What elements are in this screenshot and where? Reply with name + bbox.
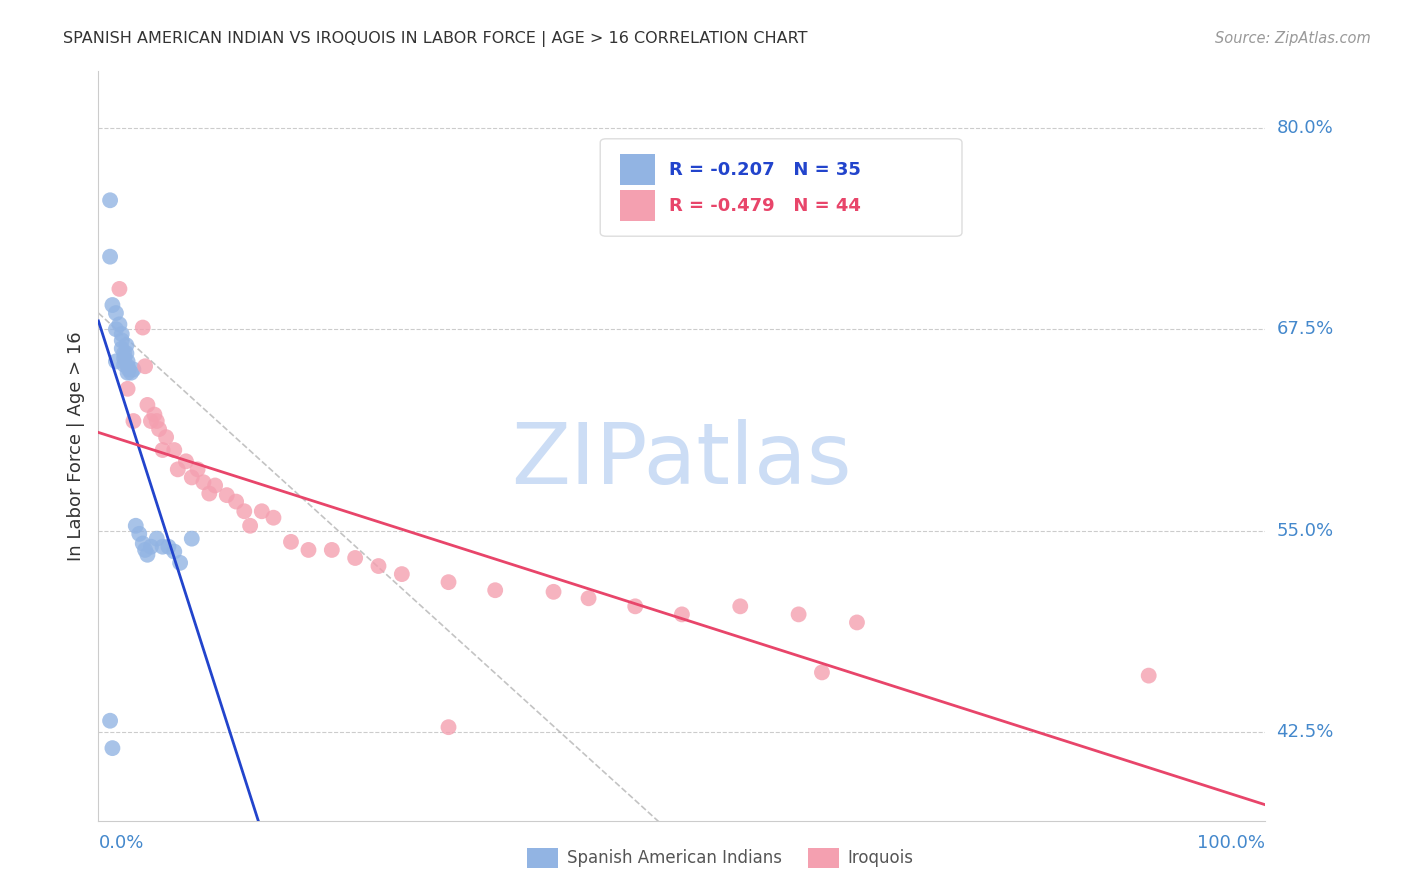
Point [132,320,155,334]
Text: Source: ZipAtlas.com: Source: ZipAtlas.com [1215,31,1371,46]
Point [134,359,156,374]
Point [115,346,138,360]
Text: 67.5%: 67.5% [1277,320,1334,338]
Point [125,518,148,533]
Point [174,454,197,468]
Point [204,478,226,492]
Point [437,575,460,590]
Point [117,382,139,396]
Point [132,536,155,550]
Bar [620,190,655,221]
Text: 100.0%: 100.0% [1198,833,1265,852]
Text: R = -0.207   N = 35: R = -0.207 N = 35 [669,161,860,179]
Point [139,414,162,428]
Text: 55.0%: 55.0% [1277,522,1334,540]
Point [1137,668,1160,682]
Point [193,475,215,490]
Point [117,366,139,380]
Point [344,551,367,566]
Point [146,532,169,546]
Point [262,510,284,524]
Point [198,486,221,500]
FancyBboxPatch shape [600,139,962,236]
Point [117,359,139,374]
Text: ZIPatlas: ZIPatlas [512,419,852,502]
Point [111,342,134,356]
Point [250,504,273,518]
Point [146,414,169,428]
Point [152,540,174,554]
Point [437,720,460,734]
Point [215,488,238,502]
Point [155,430,177,444]
Point [111,326,134,341]
Point [187,462,209,476]
Point [180,470,202,484]
Point [543,584,565,599]
Point [98,250,121,264]
Text: SPANISH AMERICAN INDIAN VS IROQUOIS IN LABOR FORCE | AGE > 16 CORRELATION CHART: SPANISH AMERICAN INDIAN VS IROQUOIS IN L… [63,31,808,47]
Point [112,358,135,372]
Point [101,741,124,756]
Point [98,194,121,208]
Point [297,543,319,558]
Point [122,362,145,376]
Point [578,591,600,606]
Point [143,408,166,422]
Point [104,322,127,336]
Point [128,526,150,541]
Point [157,540,180,554]
Point [134,543,156,558]
Point [225,494,247,508]
Text: 42.5%: 42.5% [1277,723,1334,741]
Text: 0.0%: 0.0% [98,833,143,852]
Point [730,599,752,614]
Point [152,443,174,458]
Text: Iroquois: Iroquois [848,849,914,867]
Point [98,714,121,728]
Point [104,306,127,320]
Point [484,583,506,598]
Point [108,282,131,296]
Point [112,346,135,360]
Point [115,338,138,352]
Point [136,548,159,562]
Point [118,362,141,376]
Text: 80.0%: 80.0% [1277,119,1333,136]
Text: Spanish American Indians: Spanish American Indians [567,849,782,867]
Point [104,354,127,368]
Point [846,615,869,630]
Point [108,318,131,332]
Point [321,543,343,558]
Point [671,607,693,622]
Point [391,567,413,582]
Point [139,540,162,554]
Point [624,599,647,614]
Point [112,351,135,366]
Point [233,504,256,518]
Point [148,422,170,436]
Point [239,518,262,533]
Point [169,556,191,570]
Point [101,298,124,312]
Point [163,443,186,458]
Point [811,665,834,680]
Point [111,334,134,348]
Point [180,532,202,546]
Y-axis label: In Labor Force | Age > 16: In Labor Force | Age > 16 [66,331,84,561]
Point [120,366,142,380]
Point [136,398,159,412]
Text: R = -0.479   N = 44: R = -0.479 N = 44 [669,197,860,215]
Point [117,354,139,368]
Point [280,534,302,549]
Point [163,544,186,558]
Point [122,414,145,428]
Point [787,607,810,622]
Bar [620,153,655,186]
Point [166,462,188,476]
Point [367,559,389,574]
